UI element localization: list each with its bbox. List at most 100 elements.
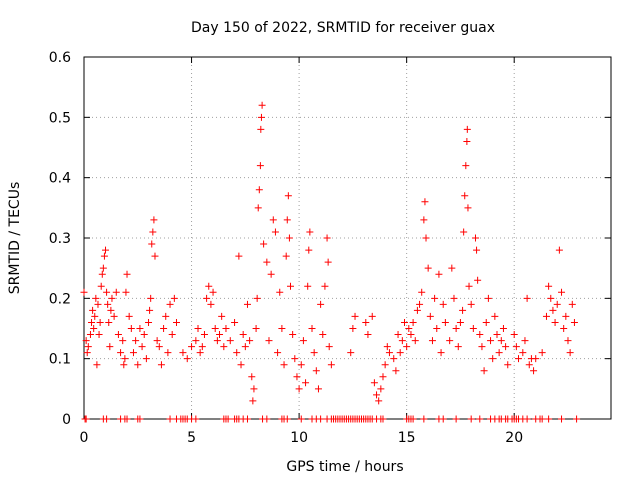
data-point — [249, 397, 257, 405]
data-point — [310, 349, 318, 357]
data-point — [467, 415, 475, 423]
data-point — [149, 228, 157, 236]
data-point — [476, 415, 484, 423]
data-point — [108, 294, 116, 302]
data-point — [568, 300, 576, 308]
data-point — [519, 349, 527, 357]
y-tick-label: 0.6 — [49, 50, 71, 66]
y-tick-label: 0 — [62, 412, 71, 428]
data-point — [267, 270, 275, 278]
data-point — [306, 228, 314, 236]
data-point — [168, 331, 176, 339]
data-point — [106, 343, 114, 351]
data-point — [499, 325, 507, 332]
data-point — [151, 252, 159, 260]
data-point — [510, 331, 518, 339]
data-point — [383, 343, 391, 351]
data-point — [418, 288, 426, 296]
data-point — [134, 361, 142, 369]
data-point — [96, 318, 104, 326]
data-point — [411, 337, 419, 345]
data-point — [235, 252, 243, 260]
chart-title: Day 150 of 2022, SRMTID for receiver gua… — [191, 20, 495, 36]
data-point — [538, 349, 546, 357]
data-point — [560, 325, 568, 332]
data-point — [119, 337, 127, 345]
data-point — [192, 337, 200, 345]
data-point — [123, 415, 131, 423]
data-point — [323, 234, 331, 242]
data-point — [286, 282, 294, 290]
data-point — [84, 343, 92, 351]
data-point — [441, 318, 449, 326]
x-tick-label: 10 — [290, 430, 308, 446]
data-point — [452, 325, 460, 332]
data-point — [570, 318, 578, 326]
data-point — [521, 337, 529, 345]
data-point — [327, 361, 335, 369]
data-point — [132, 337, 140, 345]
x-tick-labels: 0 5 10 15 20 — [80, 430, 524, 446]
data-point — [224, 415, 232, 423]
data-point — [112, 288, 120, 296]
data-point — [456, 318, 464, 326]
data-point — [125, 312, 133, 320]
data-point — [200, 331, 208, 339]
data-point — [164, 349, 172, 357]
data-point — [100, 252, 108, 260]
data-point — [254, 204, 262, 212]
data-point — [558, 415, 566, 423]
data-point — [555, 246, 563, 254]
data-point — [121, 355, 129, 363]
y-tick-labels: 0 0.1 0.2 0.3 0.4 0.5 0.6 — [49, 50, 71, 428]
data-point — [297, 415, 305, 423]
data-point — [465, 282, 473, 290]
data-point — [82, 415, 90, 423]
data-point — [284, 192, 292, 200]
data-point — [220, 343, 228, 351]
data-point — [226, 337, 234, 345]
data-point — [237, 361, 245, 369]
data-point — [460, 228, 468, 236]
data-point — [150, 216, 158, 224]
data-point — [373, 391, 381, 399]
data-point — [463, 125, 471, 133]
data-point — [117, 349, 125, 357]
y-axis-title: SRMTID / TECUs — [7, 182, 23, 295]
data-point — [473, 246, 481, 254]
data-point — [155, 343, 163, 351]
data-point — [283, 216, 291, 224]
data-point — [104, 300, 112, 308]
data-point — [439, 300, 447, 308]
y-tick-label: 0.5 — [49, 110, 71, 126]
data-point — [409, 415, 417, 423]
data-point — [512, 343, 520, 351]
data-point — [462, 162, 470, 170]
data-point — [257, 125, 265, 133]
data-point — [114, 331, 122, 339]
data-point — [198, 343, 206, 351]
data-point — [305, 246, 313, 254]
data-point — [216, 331, 224, 339]
data-point — [375, 397, 383, 405]
data-point — [196, 349, 204, 357]
data-point — [564, 337, 572, 345]
data-point — [83, 349, 91, 357]
data-point — [558, 288, 566, 296]
data-point — [370, 379, 378, 387]
data-point — [448, 264, 456, 272]
data-point — [532, 355, 540, 363]
data-point — [420, 415, 428, 423]
data-point — [364, 331, 372, 339]
data-point — [349, 325, 357, 332]
data-point — [523, 294, 531, 302]
data-point — [304, 282, 312, 290]
data-point — [160, 325, 168, 332]
data-point — [433, 325, 441, 332]
data-point — [282, 252, 290, 260]
y-tick-label: 0.1 — [49, 352, 71, 368]
data-point — [82, 337, 90, 345]
data-point — [153, 337, 161, 345]
data-point — [103, 288, 111, 296]
data-point — [127, 325, 135, 332]
